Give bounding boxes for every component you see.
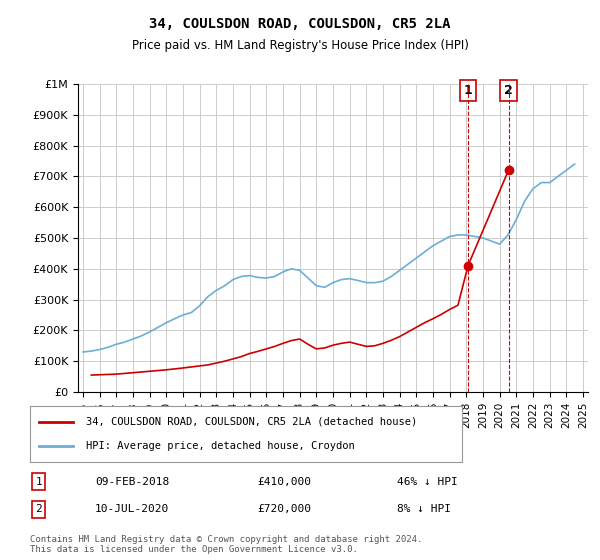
Text: £720,000: £720,000 <box>257 505 311 515</box>
Text: 1: 1 <box>464 84 472 97</box>
Text: 2: 2 <box>504 84 513 97</box>
Text: 34, COULSDON ROAD, COULSDON, CR5 2LA: 34, COULSDON ROAD, COULSDON, CR5 2LA <box>149 17 451 31</box>
Text: Price paid vs. HM Land Registry's House Price Index (HPI): Price paid vs. HM Land Registry's House … <box>131 39 469 52</box>
Text: 09-FEB-2018: 09-FEB-2018 <box>95 477 169 487</box>
Text: 1: 1 <box>35 477 42 487</box>
Text: 8% ↓ HPI: 8% ↓ HPI <box>397 505 451 515</box>
Text: Contains HM Land Registry data © Crown copyright and database right 2024.
This d: Contains HM Land Registry data © Crown c… <box>30 535 422 554</box>
Text: 34, COULSDON ROAD, COULSDON, CR5 2LA (detached house): 34, COULSDON ROAD, COULSDON, CR5 2LA (de… <box>86 417 418 427</box>
Text: HPI: Average price, detached house, Croydon: HPI: Average price, detached house, Croy… <box>86 441 355 451</box>
Text: £410,000: £410,000 <box>257 477 311 487</box>
Text: 46% ↓ HPI: 46% ↓ HPI <box>397 477 458 487</box>
Text: 2: 2 <box>35 505 42 515</box>
Text: 10-JUL-2020: 10-JUL-2020 <box>95 505 169 515</box>
